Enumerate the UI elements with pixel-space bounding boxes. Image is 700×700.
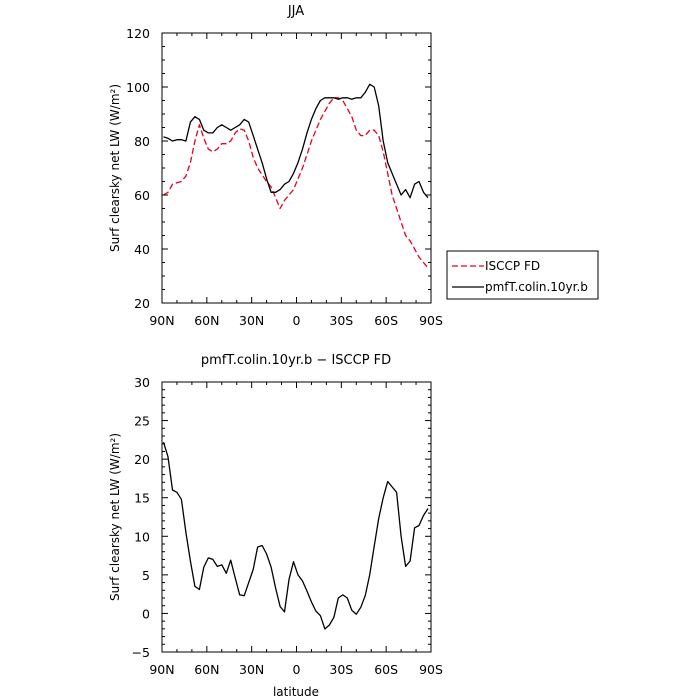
bottom-ticks bbox=[161, 381, 432, 653]
x-tick-label: 60N bbox=[194, 662, 219, 677]
bottom-plot-frame bbox=[161, 381, 432, 653]
legend-label-pmft: pmfT.colin.10yr.b bbox=[485, 280, 588, 294]
x-tick-label: 60S bbox=[374, 313, 398, 328]
x-tick-label: 60S bbox=[374, 662, 398, 677]
top-plot-frame bbox=[161, 32, 432, 304]
top-plot-area bbox=[161, 32, 432, 304]
x-tick-label: 30S bbox=[329, 313, 353, 328]
x-tick-label: 30S bbox=[329, 662, 353, 677]
x-tick-label: 60N bbox=[194, 313, 219, 328]
top-series-line-0 bbox=[163, 97, 429, 269]
bottom-y-tick-labels: −5 0 5 10 15 20 25 30 bbox=[132, 375, 150, 660]
x-tick-label: 0 bbox=[293, 662, 301, 677]
y-tick-label: 30 bbox=[134, 375, 150, 390]
bottom-chart-title: pmfT.colin.10yr.b − ISCCP FD bbox=[201, 353, 391, 368]
y-tick-label: 20 bbox=[134, 296, 150, 311]
bottom-y-axis-label: Surf clearsky net LW (W/m²) bbox=[108, 433, 122, 601]
x-tick-label: 30N bbox=[239, 662, 264, 677]
x-tick-label: 90S bbox=[419, 313, 443, 328]
bottom-x-tick-labels: 90N 60N 30N 0 30S 60S 90S bbox=[149, 662, 443, 677]
legend: ISCCP FD pmfT.colin.10yr.b bbox=[446, 250, 599, 300]
x-tick-label: 90N bbox=[149, 313, 174, 328]
y-tick-label: 10 bbox=[134, 529, 150, 544]
y-tick-label: 0 bbox=[142, 606, 150, 621]
bottom-chart: pmfT.colin.10yr.b − ISCCP FD 90N 60N 30N… bbox=[108, 353, 443, 699]
y-tick-label: 20 bbox=[134, 452, 150, 467]
top-y-tick-labels: 20 40 60 80 100 120 bbox=[126, 26, 150, 311]
y-tick-label: 120 bbox=[126, 26, 150, 41]
y-tick-label: 15 bbox=[134, 491, 150, 506]
y-tick-label: −5 bbox=[132, 645, 150, 660]
y-tick-label: 100 bbox=[126, 80, 150, 95]
x-tick-label: 90S bbox=[419, 662, 443, 677]
top-y-axis-label: Surf clearsky net LW (W/m²) bbox=[108, 84, 122, 252]
top-ticks bbox=[161, 32, 432, 304]
y-tick-label: 60 bbox=[134, 188, 150, 203]
y-tick-label: 80 bbox=[134, 134, 150, 149]
legend-box bbox=[446, 250, 599, 300]
bottom-plot-area bbox=[161, 381, 432, 653]
y-tick-label: 25 bbox=[134, 414, 150, 429]
x-tick-label: 30N bbox=[239, 313, 264, 328]
bottom-series-line-0 bbox=[162, 442, 429, 630]
top-series-line-1 bbox=[163, 83, 429, 199]
top-chart: JJA 90N 60N 30N 0 30S 60S 90S 20 40 60 8… bbox=[108, 4, 599, 328]
y-tick-label: 40 bbox=[134, 242, 150, 257]
bottom-series-layer bbox=[162, 442, 429, 630]
top-series-layer bbox=[163, 83, 429, 269]
bottom-x-axis-label: latitude bbox=[273, 685, 319, 699]
legend-label-isccp: ISCCP FD bbox=[485, 259, 540, 273]
top-chart-title: JJA bbox=[287, 4, 304, 19]
x-tick-label: 90N bbox=[149, 662, 174, 677]
x-tick-label: 0 bbox=[293, 313, 301, 328]
y-tick-label: 5 bbox=[142, 568, 150, 583]
top-x-tick-labels: 90N 60N 30N 0 30S 60S 90S bbox=[149, 313, 443, 328]
